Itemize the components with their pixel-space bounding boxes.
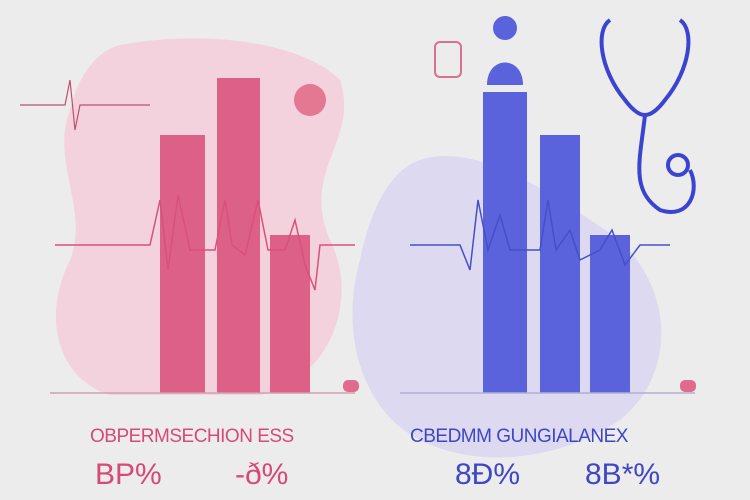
pink-bar-2 <box>217 78 260 393</box>
blue-bar-3 <box>590 235 630 393</box>
iv-bag-icon <box>434 41 462 78</box>
pink-heart-rate-line <box>55 194 355 291</box>
left-title: OBPERMSECHION ESS <box>90 426 294 447</box>
heart-decor-icon <box>294 84 326 116</box>
small-ecg-icon <box>20 79 150 131</box>
right-value-1: 8Ð% <box>455 458 521 491</box>
blue-heart-rate-line <box>410 199 670 271</box>
blue-bar-2 <box>540 135 580 393</box>
capsule-icon <box>680 380 696 392</box>
left-value-1: BP% <box>95 458 162 491</box>
right-title: CBEDMM GUNGIALANEX <box>410 426 628 447</box>
blue-bars <box>483 92 630 393</box>
left-value-2: -ð% <box>235 458 289 491</box>
pink-bar-3 <box>270 235 310 393</box>
stethoscope-icon <box>599 18 696 214</box>
right-value-2: 8B*% <box>585 458 661 491</box>
person-icon <box>487 16 523 85</box>
pink-bars <box>160 78 310 393</box>
blue-bar-1 <box>483 92 527 393</box>
capsule-icon <box>343 380 359 392</box>
